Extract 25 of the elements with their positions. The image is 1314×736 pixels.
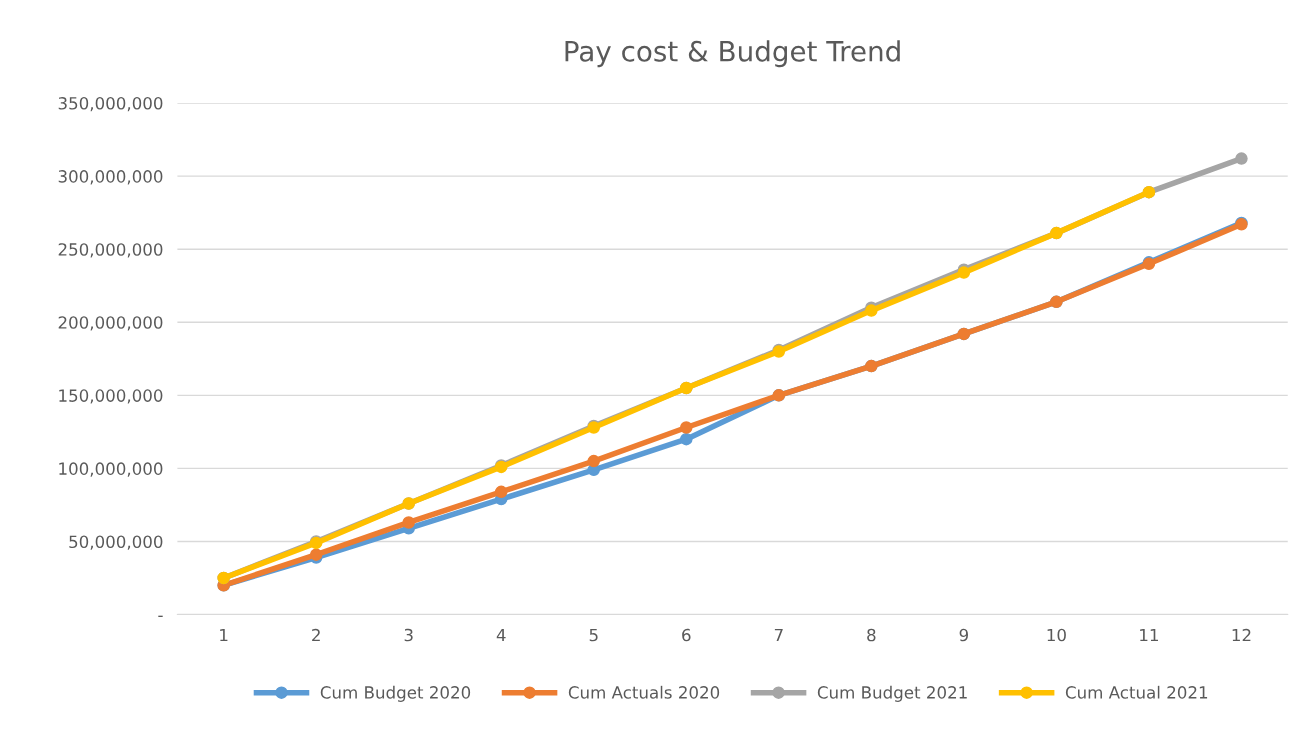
x-tick-label: 6 bbox=[682, 628, 691, 642]
y-tick-label: 300,000,000 bbox=[58, 170, 163, 185]
legend-label: Cum Budget 2020 bbox=[320, 685, 471, 702]
y-tick-label: 100,000,000 bbox=[59, 462, 163, 477]
x-tick-label: 7 bbox=[774, 628, 783, 642]
x-tick-label: 10 bbox=[1047, 628, 1066, 642]
x-tick-label: 2 bbox=[312, 628, 320, 642]
legend-label: Cum Actuals 2020 bbox=[568, 685, 720, 699]
y-tick-label: 50,000,000 bbox=[69, 535, 163, 550]
x-tick-label: 1 bbox=[220, 628, 228, 642]
y-tick-label: - bbox=[158, 615, 163, 617]
y-tick-label: 200,000,000 bbox=[58, 316, 163, 331]
x-tick-label: 11 bbox=[1140, 628, 1158, 642]
x-tick-label: 3 bbox=[404, 628, 413, 642]
chart-title: Pay cost & Budget Trend bbox=[565, 40, 900, 68]
x-tick-label: 9 bbox=[959, 628, 968, 642]
y-tick-label: 150,000,000 bbox=[59, 389, 163, 404]
legend-label: Cum Actual 2021 bbox=[1065, 685, 1208, 699]
y-tick-label: 250,000,000 bbox=[58, 243, 163, 258]
legend-label: Cum Budget 2021 bbox=[817, 685, 967, 702]
x-tick-label: 8 bbox=[867, 628, 876, 642]
x-tick-label: 4 bbox=[496, 628, 506, 642]
x-tick-label: 5 bbox=[589, 628, 598, 642]
x-tick-label: 12 bbox=[1232, 628, 1251, 642]
y-tick-label: 350,000,000 bbox=[58, 97, 163, 112]
